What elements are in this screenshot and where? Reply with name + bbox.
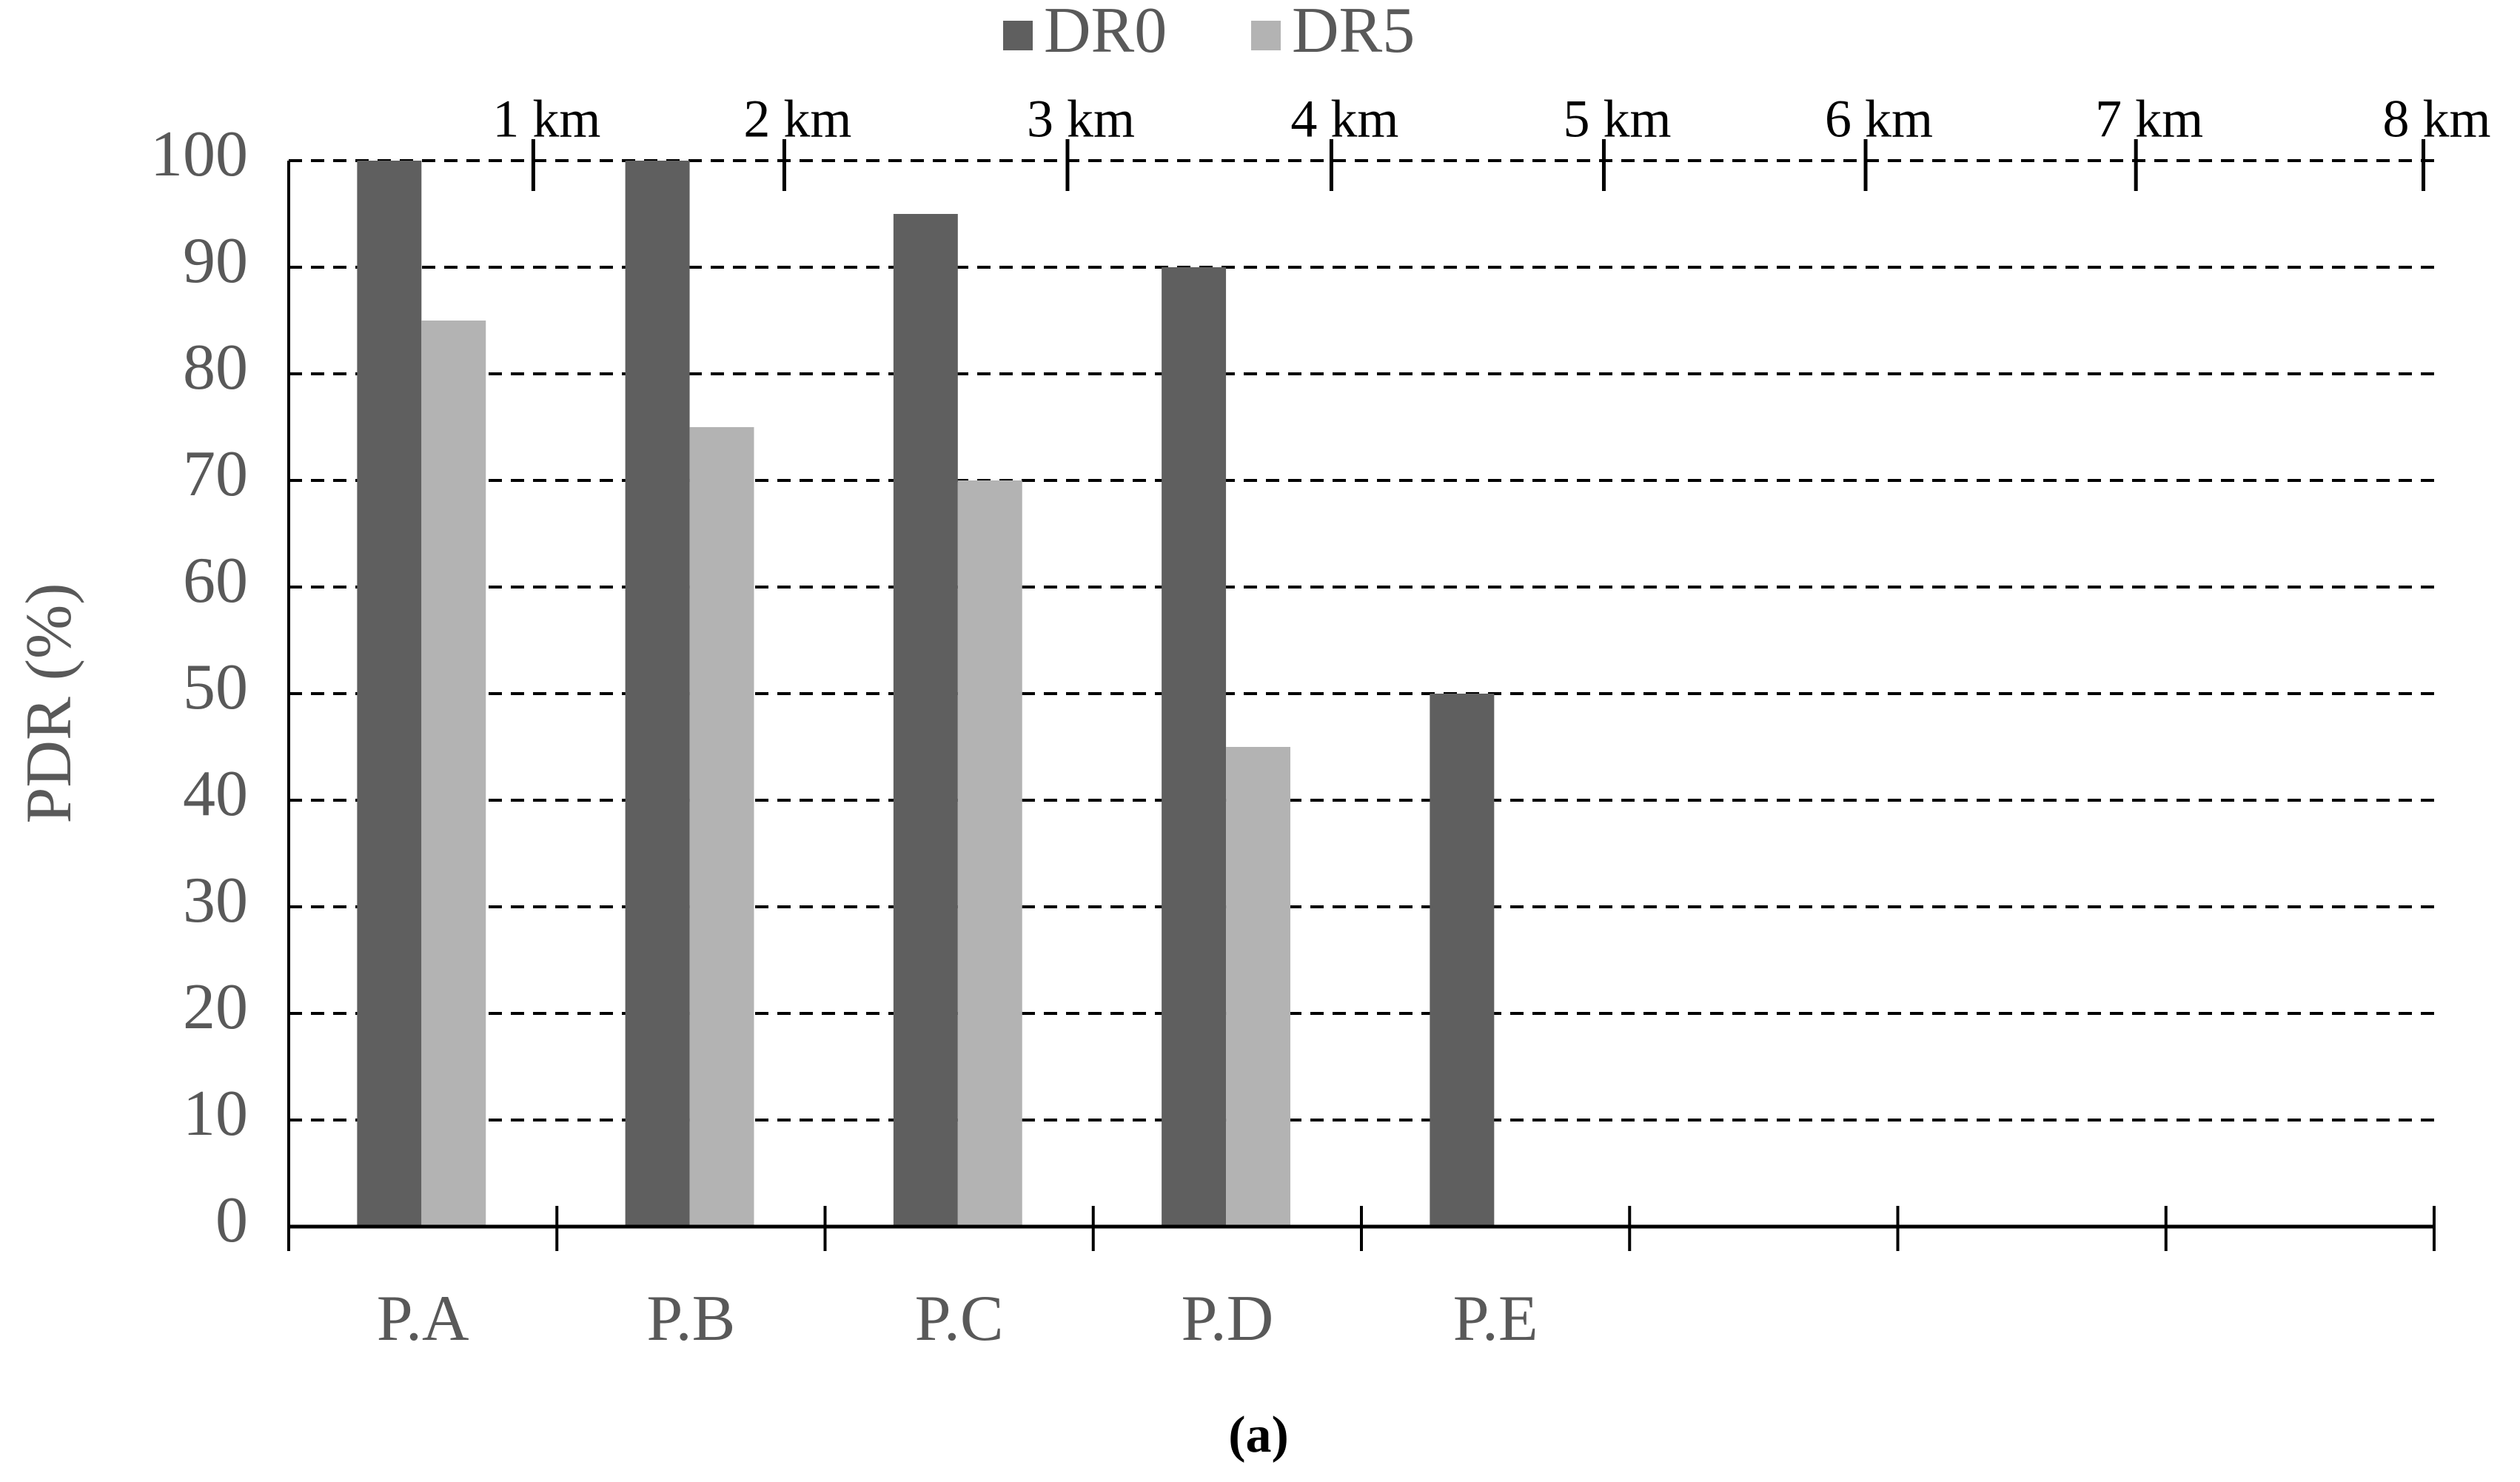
bar [1430, 694, 1495, 1227]
y-tick-label: 60 [183, 545, 248, 617]
x-tick-label: P.E [1453, 1283, 1538, 1355]
top-annotation: 3 km [1027, 90, 1135, 149]
top-annotation: 7 km [2095, 90, 2203, 149]
legend-label: DR5 [1292, 0, 1415, 67]
top-annotation: 4 km [1290, 90, 1398, 149]
x-tick-label: P.B [646, 1283, 735, 1355]
bar [893, 214, 958, 1227]
y-tick-label: 80 [183, 332, 248, 403]
top-annotation: 5 km [1563, 90, 1671, 149]
y-tick-label: 50 [183, 651, 248, 723]
y-tick-label: 100 [150, 118, 248, 190]
bar [689, 427, 754, 1227]
x-tick-label: P.A [377, 1283, 469, 1355]
y-tick-label: 30 [183, 865, 248, 936]
y-tick-label: 70 [183, 438, 248, 510]
y-tick-label: 40 [183, 758, 248, 830]
top-annotation: 1 km [492, 90, 600, 149]
bar [625, 161, 690, 1227]
top-annotation: 6 km [1825, 90, 1933, 149]
bar [421, 321, 486, 1227]
y-tick-label: 0 [215, 1184, 248, 1256]
bar [357, 161, 422, 1227]
top-annotation: 8 km [2383, 90, 2491, 149]
bar [957, 480, 1022, 1227]
top-annotation: 2 km [743, 90, 851, 149]
bar [1226, 747, 1291, 1227]
bar [1162, 267, 1227, 1227]
y-tick-label: 90 [183, 225, 248, 297]
caption: (a) [1228, 1406, 1289, 1463]
y-axis-label: PDR (%) [13, 583, 85, 823]
legend-swatch [1251, 21, 1281, 50]
y-tick-label: 20 [183, 971, 248, 1043]
x-tick-label: P.C [915, 1283, 1004, 1355]
legend-swatch [1003, 21, 1033, 50]
y-tick-label: 10 [183, 1078, 248, 1150]
x-tick-label: P.D [1182, 1283, 1274, 1355]
legend-label: DR0 [1044, 0, 1167, 67]
